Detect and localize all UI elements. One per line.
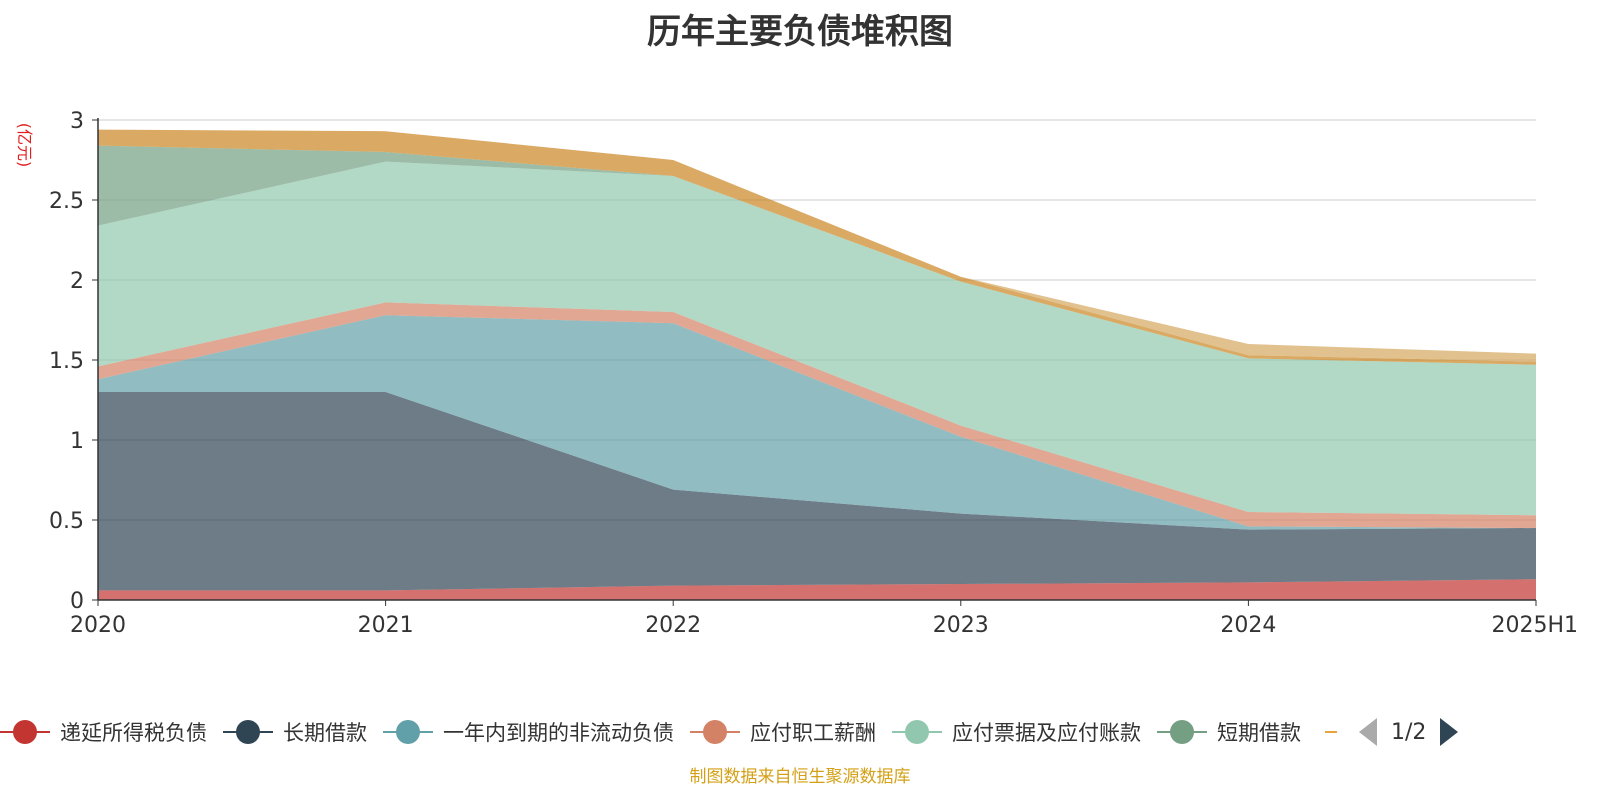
y-tick-label: 3 [70,109,84,134]
legend-marker-icon [0,719,50,745]
y-tick-label: 2 [70,269,84,294]
legend-item[interactable]: 一年内到期的非流动负债 [383,717,674,747]
y-tick-label: 0.5 [49,509,84,534]
x-tick-label: 2025H1 [1491,613,1578,638]
legend-page-indicator: 1/2 [1391,719,1427,745]
area-短期借款 [98,145,1536,365]
legend-item[interactable]: 应付票据及应付账款 [892,717,1141,747]
legend-item[interactable]: 长期借款 [223,717,367,747]
x-tick-label: 2020 [70,613,126,638]
area-递延所得税负债 [98,579,1536,600]
x-tick-label: 2023 [933,613,989,638]
legend-item[interactable]: 应付职工薪酬 [690,717,876,747]
legend: 递延所得税负债 长期借款 一年内到期的非流动负债 应付职工薪酬 应付票据及应付账款 短期借… [0,712,1600,752]
y-tick-label: 0 [70,589,84,614]
legend-marker-icon [892,719,942,745]
stacked-areas [98,129,1536,600]
legend-partial-marker-icon [1325,731,1337,733]
area-应付票据及应付账款 [98,161,1536,516]
y-tick-label: 1.5 [49,349,84,374]
legend-marker-icon [383,719,433,745]
y-tick-label: 2.5 [49,189,84,214]
legend-marker-icon [690,719,740,745]
legend-item[interactable]: 递延所得税负债 [0,717,207,747]
legend-label: 短期借款 [1217,721,1301,745]
y-tick-label: 1 [70,429,84,454]
legend-label: 递延所得税负债 [60,721,207,745]
axes: 0 0.5 1 1.5 2 2.5 3 2020 2021 2022 2023 2024 2025H1 [49,109,1578,638]
area-长期借款 [98,392,1536,591]
legend-marker-icon [1157,719,1207,745]
legend-next-page-icon[interactable] [1440,718,1459,746]
x-tick-label: 2021 [358,613,414,638]
x-tick-label: 2024 [1220,613,1276,638]
legend-marker-icon [223,719,273,745]
chart-title: 历年主要负债堆积图 [647,12,953,52]
x-tick-label: 2022 [645,613,701,638]
legend-pager: 1/2 [1359,718,1459,746]
legend-label: 应付职工薪酬 [750,721,876,745]
legend-label: 长期借款 [283,721,367,745]
area-一年内到期的非流动负债 [98,315,1536,530]
legend-label: 一年内到期的非流动负债 [443,721,674,745]
area-chart: 0 0.5 1 1.5 2 2.5 3 2020 2021 2022 2023 2024 2025H1 [49,109,1578,638]
legend-label: 应付票据及应付账款 [952,721,1141,745]
data-source-note: 制图数据来自恒生聚源数据库 [689,767,911,787]
legend-prev-page-icon[interactable] [1359,718,1377,746]
legend-item[interactable]: 短期借款 [1157,717,1301,747]
